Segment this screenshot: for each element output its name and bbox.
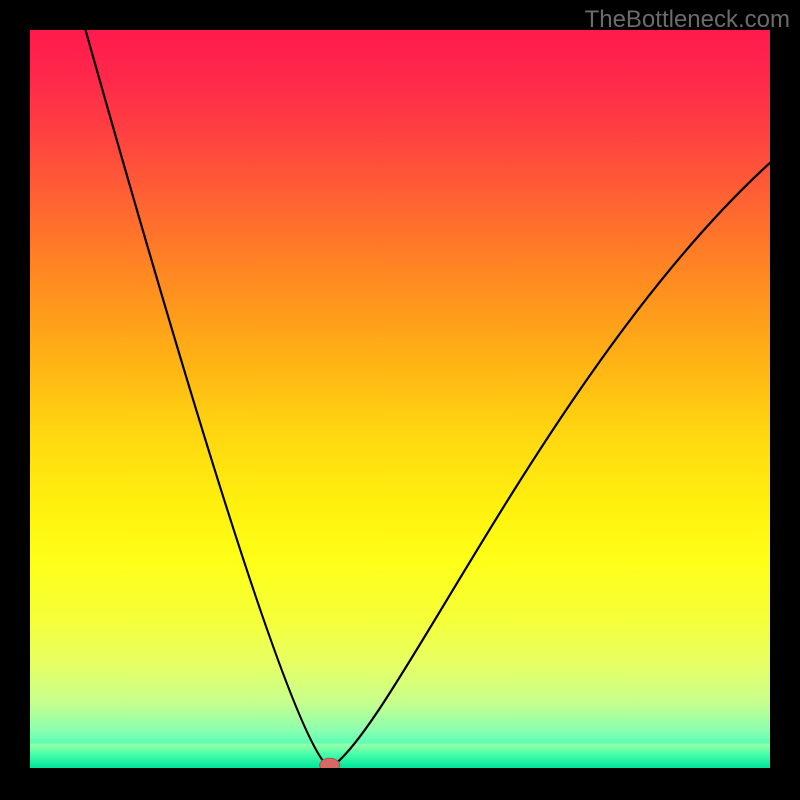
- bottleneck-curve-chart: [30, 30, 770, 768]
- chart-background: [30, 30, 770, 768]
- chart-green-band: [30, 744, 770, 768]
- watermark-text: TheBottleneck.com: [585, 6, 790, 34]
- optimal-point-marker: [320, 758, 340, 768]
- chart-plot-area: [30, 30, 770, 768]
